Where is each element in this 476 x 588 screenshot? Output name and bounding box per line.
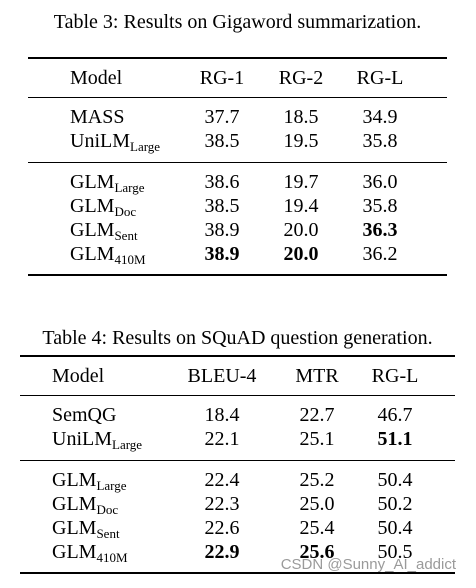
score-cell: 18.5 <box>283 106 319 128</box>
table-caption: Table 4: Results on SQuAD question gener… <box>42 327 433 349</box>
model-subscript: Sent <box>96 526 120 541</box>
score-cell: 22.3 <box>204 493 240 515</box>
model-name-cell: GLMDoc <box>52 492 119 517</box>
model-name-cell: UniLMLarge <box>52 427 143 452</box>
model-subscript: Large <box>96 478 127 493</box>
model-subscript: Large <box>112 437 143 452</box>
model-name: GLM <box>52 493 97 515</box>
score-cell: 38.9 <box>204 219 240 241</box>
score-cell: 25.1 <box>299 428 335 450</box>
model-subscript: Large <box>114 180 145 195</box>
table-rule <box>28 161 447 163</box>
column-header: MTR <box>295 365 339 387</box>
model-subscript: Doc <box>114 204 137 219</box>
model-name: GLM <box>70 219 115 241</box>
model-name: GLM <box>70 195 115 217</box>
table-caption: Table 3: Results on Gigaword summarizati… <box>53 11 422 33</box>
model-name-cell: MASS <box>70 105 124 129</box>
model-name-cell: GLMDoc <box>70 194 137 219</box>
table-rule <box>28 96 447 98</box>
table-rule <box>20 394 455 396</box>
column-header: Model <box>52 365 105 387</box>
model-name: MASS <box>70 106 125 128</box>
score-cell: 22.7 <box>299 404 335 426</box>
score-cell: 50.4 <box>377 517 413 539</box>
model-name-cell: GLM410M <box>70 242 146 267</box>
table-rule <box>20 459 455 461</box>
model-subscript: 410M <box>114 252 146 267</box>
score-cell: 19.4 <box>283 195 319 217</box>
model-name-cell: GLMLarge <box>70 170 145 195</box>
model-subscript: Sent <box>114 228 138 243</box>
score-cell: 36.2 <box>362 243 398 265</box>
score-cell: 19.7 <box>283 171 319 193</box>
score-cell: 38.5 <box>204 195 240 217</box>
score-cell: 35.8 <box>362 130 398 152</box>
score-cell: 22.1 <box>204 428 240 450</box>
table-rule <box>28 274 447 276</box>
score-cell: 22.6 <box>204 517 240 539</box>
model-name-cell: GLMSent <box>52 516 120 541</box>
score-cell: 20.0 <box>283 243 319 265</box>
score-cell: 36.3 <box>362 219 398 241</box>
model-name-cell: GLMLarge <box>52 468 127 493</box>
score-cell: 18.4 <box>204 404 240 426</box>
score-cell: 50.4 <box>377 469 413 491</box>
score-cell: 50.2 <box>377 493 413 515</box>
model-name: UniLM <box>70 130 130 152</box>
model-name: GLM <box>70 243 115 265</box>
score-cell: 46.7 <box>377 404 413 426</box>
score-cell: 25.0 <box>299 493 335 515</box>
model-subscript: 410M <box>96 550 128 565</box>
score-cell: 25.4 <box>299 517 335 539</box>
column-header: RG-L <box>371 365 419 387</box>
score-cell: 36.0 <box>362 171 398 193</box>
score-cell: 35.8 <box>362 195 398 217</box>
score-cell: 22.9 <box>204 541 240 563</box>
model-name-cell: GLMSent <box>70 218 138 243</box>
model-name-cell: GLM410M <box>52 540 128 565</box>
score-cell: 38.9 <box>204 243 240 265</box>
model-name: SemQG <box>52 404 117 426</box>
score-cell: 22.4 <box>204 469 240 491</box>
column-header: RG-1 <box>199 67 245 89</box>
score-cell: 34.9 <box>362 106 398 128</box>
score-cell: 19.5 <box>283 130 319 152</box>
model-name: GLM <box>70 171 115 193</box>
score-cell: 50.5 <box>377 541 413 563</box>
score-cell: 38.6 <box>204 171 240 193</box>
table-rule <box>20 355 455 357</box>
watermark: CSDN @Sunny_AI_addict <box>280 556 456 573</box>
model-name: UniLM <box>52 428 112 450</box>
score-cell: 25.2 <box>299 469 335 491</box>
score-cell: 38.5 <box>204 130 240 152</box>
score-cell: 37.7 <box>204 106 240 128</box>
column-header: BLEU-4 <box>187 365 257 387</box>
model-name: GLM <box>52 541 97 563</box>
model-name-cell: UniLMLarge <box>70 129 161 154</box>
column-header: RG-2 <box>278 67 324 89</box>
table-rule <box>20 572 455 574</box>
model-name-cell: SemQG <box>52 403 116 427</box>
score-cell: 51.1 <box>377 428 413 450</box>
model-name: GLM <box>52 469 97 491</box>
score-cell: 25.6 <box>299 541 335 563</box>
column-header: RG-L <box>356 67 404 89</box>
model-subscript: Large <box>130 139 161 154</box>
model-name: GLM <box>52 517 97 539</box>
table-rule <box>28 57 447 59</box>
column-header: Model <box>70 67 123 89</box>
score-cell: 20.0 <box>283 219 319 241</box>
model-subscript: Doc <box>96 502 119 517</box>
